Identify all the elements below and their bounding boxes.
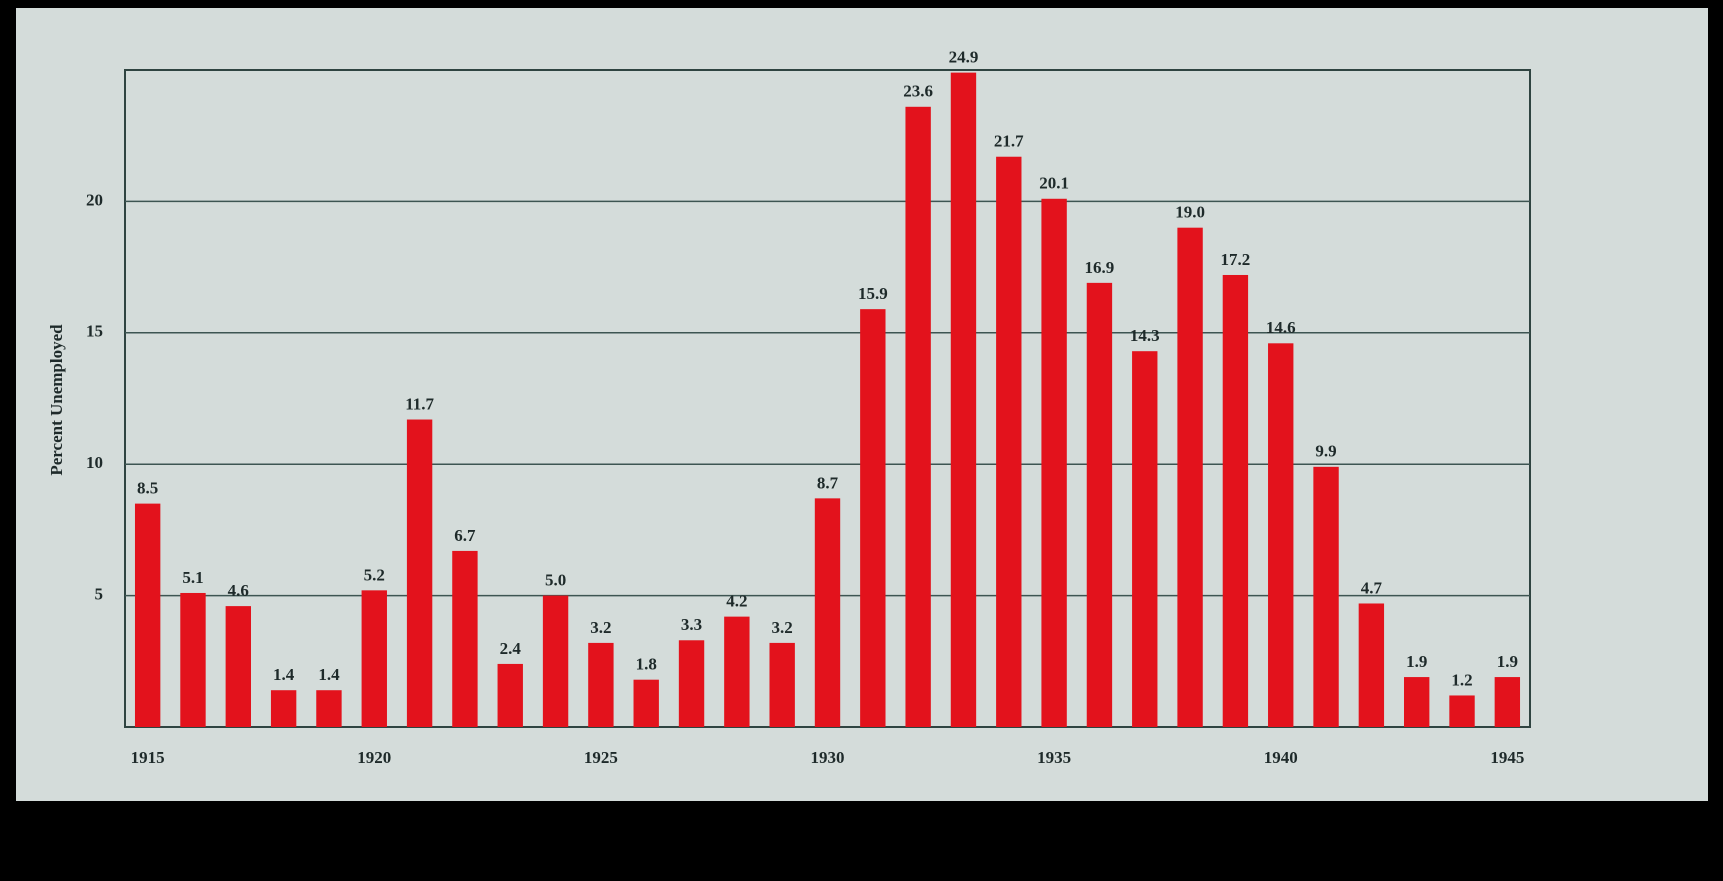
bar xyxy=(406,419,433,727)
bar xyxy=(678,640,705,727)
bar xyxy=(1313,466,1339,727)
value-label: 5.1 xyxy=(182,568,203,587)
bar xyxy=(134,503,161,727)
bar xyxy=(860,309,886,727)
value-label: 4.6 xyxy=(228,581,249,600)
value-label: 4.2 xyxy=(726,592,747,611)
value-label: 3.2 xyxy=(590,618,611,637)
bar xyxy=(996,156,1022,727)
value-label: 4.7 xyxy=(1361,578,1383,597)
value-label: 11.7 xyxy=(405,394,434,413)
value-label: 1.9 xyxy=(1497,652,1518,671)
y-tick-label: 10 xyxy=(86,453,103,472)
value-label: 3.3 xyxy=(681,615,702,634)
bar xyxy=(1086,282,1113,727)
bar xyxy=(814,498,841,727)
value-label: 8.7 xyxy=(817,473,839,492)
value-label: 19.0 xyxy=(1175,203,1205,222)
y-axis-label: Percent Unemployed xyxy=(47,324,66,476)
bar xyxy=(1177,227,1203,727)
bar xyxy=(1449,695,1475,727)
x-tick-label: 1920 xyxy=(357,748,391,767)
value-label: 15.9 xyxy=(858,284,888,303)
value-label: 8.5 xyxy=(137,479,158,498)
x-tick-label: 1935 xyxy=(1037,748,1071,767)
value-label: 14.6 xyxy=(1266,318,1296,337)
value-label: 24.9 xyxy=(949,48,979,67)
bar xyxy=(1132,351,1158,727)
bar xyxy=(497,663,523,727)
bar xyxy=(724,616,750,727)
bar xyxy=(180,592,206,727)
y-tick-label: 20 xyxy=(86,190,103,209)
bar xyxy=(1222,274,1249,727)
value-label: 5.0 xyxy=(545,571,566,590)
bar xyxy=(905,106,931,728)
bar xyxy=(361,590,387,727)
value-label: 9.9 xyxy=(1315,442,1336,461)
y-tick-label: 5 xyxy=(95,585,104,604)
bar xyxy=(542,595,569,727)
value-label: 1.4 xyxy=(318,665,340,684)
bar xyxy=(270,690,297,727)
value-label: 1.9 xyxy=(1406,652,1427,671)
x-tick-label: 1915 xyxy=(131,748,165,767)
bar xyxy=(1404,677,1430,727)
value-label: 2.4 xyxy=(500,639,522,658)
value-label: 23.6 xyxy=(903,82,933,101)
bar xyxy=(452,550,478,727)
value-label: 14.3 xyxy=(1130,326,1160,345)
bar xyxy=(1268,343,1294,727)
bar xyxy=(1358,603,1385,727)
value-label: 20.1 xyxy=(1039,174,1069,193)
value-label: 1.4 xyxy=(273,665,295,684)
bar xyxy=(950,72,977,728)
y-tick-label: 15 xyxy=(86,322,103,341)
value-label: 1.2 xyxy=(1451,670,1472,689)
bar xyxy=(1494,677,1521,727)
value-label: 3.2 xyxy=(772,618,793,637)
bar xyxy=(225,606,251,727)
bar xyxy=(588,642,614,727)
value-label: 17.2 xyxy=(1221,250,1251,269)
x-tick-label: 1925 xyxy=(584,748,618,767)
bar xyxy=(769,642,795,727)
x-tick-label: 1930 xyxy=(811,748,845,767)
bar xyxy=(316,690,342,727)
bar xyxy=(633,679,659,727)
x-tick-label: 1945 xyxy=(1490,748,1524,767)
value-label: 16.9 xyxy=(1085,258,1115,277)
value-label: 1.8 xyxy=(636,655,657,674)
value-label: 5.2 xyxy=(364,565,385,584)
value-label: 6.7 xyxy=(454,526,476,545)
x-tick-label: 1940 xyxy=(1264,748,1298,767)
bar xyxy=(1041,198,1067,728)
value-label: 21.7 xyxy=(994,132,1024,151)
